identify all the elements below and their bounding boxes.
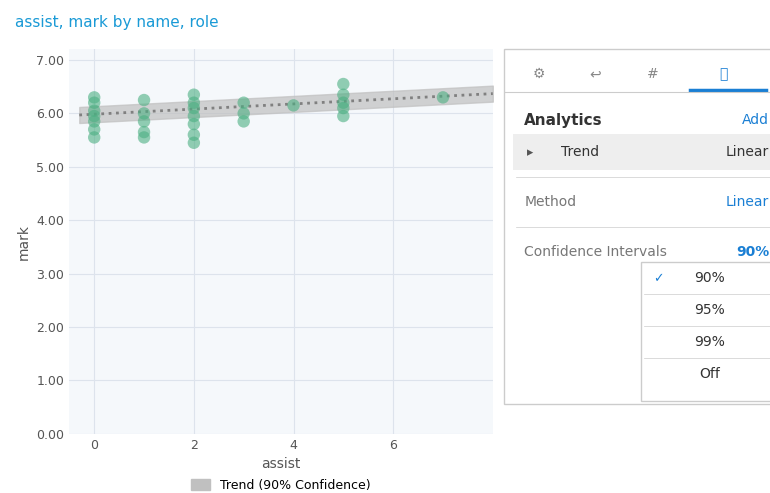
Point — [88, 107, 100, 115]
Text: assist, mark by name, role: assist, mark by name, role — [15, 15, 219, 30]
Text: 95%: 95% — [694, 303, 725, 317]
Point — [88, 94, 100, 102]
FancyBboxPatch shape — [504, 49, 770, 404]
FancyBboxPatch shape — [641, 262, 770, 401]
Text: Analytics: Analytics — [524, 113, 603, 128]
Point — [337, 80, 350, 88]
Point — [138, 128, 150, 136]
Point — [88, 126, 100, 134]
Point — [88, 117, 100, 125]
Point — [437, 94, 449, 102]
Point — [188, 131, 200, 139]
Point — [138, 134, 150, 141]
Point — [337, 91, 350, 99]
Text: #: # — [647, 67, 658, 81]
Text: 📊: 📊 — [719, 67, 728, 81]
Point — [188, 104, 200, 112]
Point — [138, 109, 150, 117]
Text: Add: Add — [742, 113, 769, 127]
Text: Linear: Linear — [726, 145, 769, 159]
Text: Linear: Linear — [726, 195, 769, 209]
Text: Confidence Intervals: Confidence Intervals — [524, 245, 667, 259]
Point — [337, 99, 350, 106]
Text: Off: Off — [699, 367, 720, 381]
Text: 99%: 99% — [694, 335, 725, 349]
Text: ✓: ✓ — [653, 272, 664, 285]
Point — [188, 91, 200, 99]
Text: ↩: ↩ — [590, 67, 601, 81]
Y-axis label: mark: mark — [17, 223, 31, 260]
Text: Method: Method — [524, 195, 577, 209]
Point — [188, 112, 200, 120]
Point — [237, 109, 249, 117]
X-axis label: assist: assist — [261, 457, 301, 471]
Point — [237, 117, 249, 125]
Point — [188, 139, 200, 147]
Point — [337, 112, 350, 120]
Point — [138, 96, 150, 104]
Point — [287, 102, 300, 109]
Legend: Trend (90% Confidence): Trend (90% Confidence) — [186, 474, 376, 493]
Point — [188, 120, 200, 128]
Text: 90%: 90% — [694, 271, 725, 285]
Point — [337, 104, 350, 112]
Text: Trend: Trend — [561, 145, 600, 159]
Point — [88, 99, 100, 106]
Point — [88, 112, 100, 120]
Point — [188, 99, 200, 106]
Point — [237, 99, 249, 106]
Text: ▸: ▸ — [527, 146, 533, 159]
Text: ⚙: ⚙ — [532, 67, 545, 81]
FancyBboxPatch shape — [513, 135, 770, 170]
Point — [138, 117, 150, 125]
Point — [88, 134, 100, 141]
Text: 90%: 90% — [736, 245, 769, 259]
